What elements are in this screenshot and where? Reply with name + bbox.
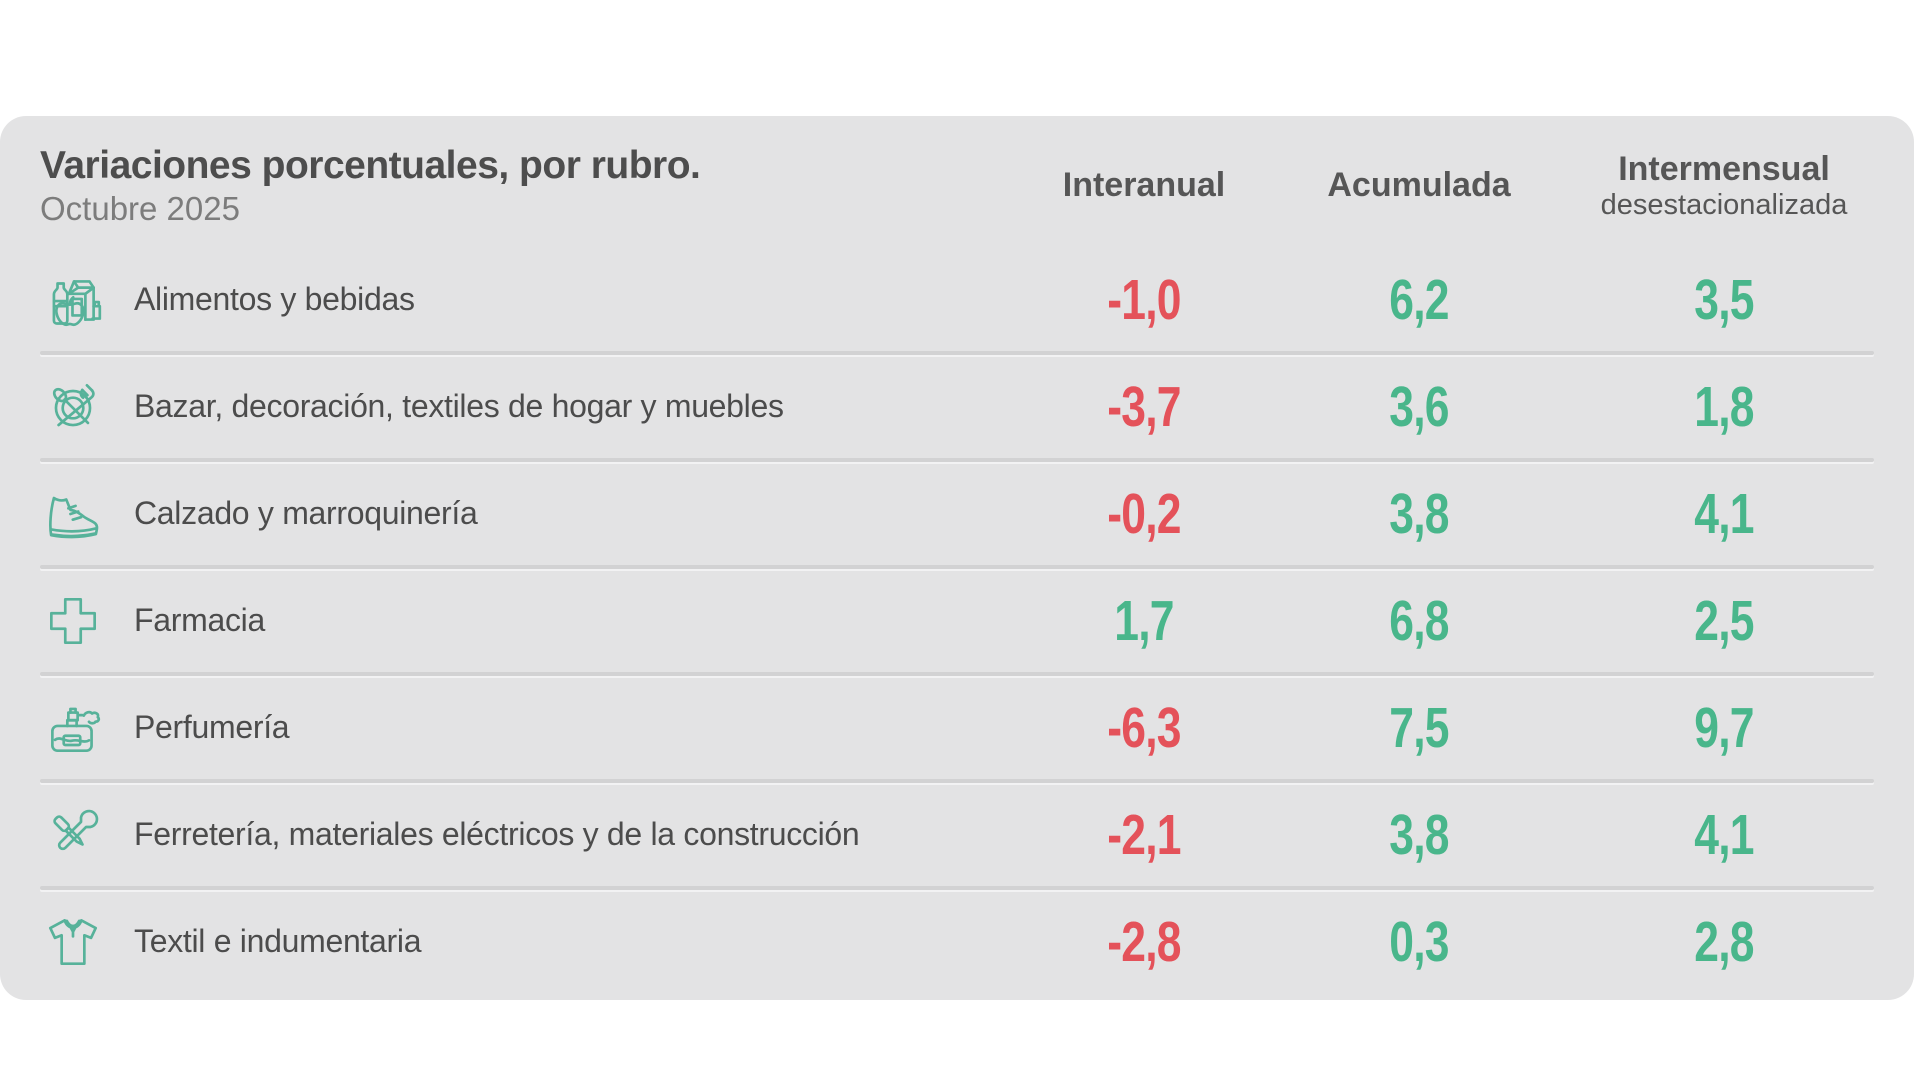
tableware-icon xyxy=(40,374,106,440)
value-intermensual: 1,8 xyxy=(1694,374,1754,439)
category-label: Perfumería xyxy=(134,709,290,745)
value-interanual: -2,1 xyxy=(1107,802,1181,867)
perfume-icon xyxy=(40,695,106,761)
title-block: Variaciones porcentuales, por rubro. Oct… xyxy=(40,144,1024,229)
pharmacy-cross-icon xyxy=(40,588,106,654)
row-divider xyxy=(40,565,1874,569)
table-row: Alimentos y bebidas -1,0 6,2 3,5 xyxy=(40,248,1874,351)
row-divider xyxy=(40,779,1874,783)
column-header-interanual: Interanual xyxy=(1062,166,1226,205)
category-label: Calzado y marroquinería xyxy=(134,495,478,531)
value-intermensual: 4,1 xyxy=(1694,802,1754,867)
row-divider xyxy=(40,886,1874,890)
category-cell: Farmacia xyxy=(40,588,1024,654)
category-cell: Ferretería, materiales eléctricos y de l… xyxy=(40,802,1024,868)
row-divider xyxy=(40,458,1874,462)
table-row: Ferretería, materiales eléctricos y de l… xyxy=(40,783,1874,886)
column-header-acumulada: Acumulada xyxy=(1327,166,1511,205)
table-row: Bazar, decoración, textiles de hogar y m… xyxy=(40,355,1874,458)
value-intermensual: 4,1 xyxy=(1694,481,1754,546)
value-intermensual: 2,8 xyxy=(1694,909,1754,974)
column-header-intermensual-sub: desestacionalizada xyxy=(1600,188,1848,221)
value-acumulada: 6,2 xyxy=(1389,267,1449,332)
table-row: Calzado y marroquinería -0,2 3,8 4,1 xyxy=(40,462,1874,565)
value-intermensual: 9,7 xyxy=(1694,695,1754,760)
groceries-icon xyxy=(40,267,106,333)
period-subtitle: Octubre 2025 xyxy=(40,190,240,228)
column-header-intermensual-main: Intermensual xyxy=(1618,149,1830,188)
value-interanual: -3,7 xyxy=(1107,374,1181,439)
category-label: Textil e indumentaria xyxy=(134,923,422,959)
table-row: Perfumería -6,3 7,5 9,7 xyxy=(40,676,1874,779)
value-acumulada: 6,8 xyxy=(1389,588,1449,653)
table-row: Textil e indumentaria -2,8 0,3 2,8 xyxy=(40,890,1874,993)
table-row: Farmacia 1,7 6,8 2,5 xyxy=(40,569,1874,672)
category-cell: Alimentos y bebidas xyxy=(40,267,1024,333)
category-label: Ferretería, materiales eléctricos y de l… xyxy=(134,816,860,852)
value-intermensual: 2,5 xyxy=(1694,588,1754,653)
value-acumulada: 0,3 xyxy=(1389,909,1449,974)
category-cell: Textil e indumentaria xyxy=(40,909,1024,975)
category-cell: Perfumería xyxy=(40,695,1024,761)
value-intermensual: 3,5 xyxy=(1694,267,1754,332)
row-divider xyxy=(40,351,1874,355)
category-label: Bazar, decoración, textiles de hogar y m… xyxy=(134,388,784,424)
value-acumulada: 3,8 xyxy=(1389,481,1449,546)
category-cell: Calzado y marroquinería xyxy=(40,481,1024,547)
row-divider xyxy=(40,672,1874,676)
value-acumulada: 7,5 xyxy=(1389,695,1449,760)
value-acumulada: 3,8 xyxy=(1389,802,1449,867)
page-title: Variaciones porcentuales, por rubro. xyxy=(40,143,701,187)
value-acumulada: 3,6 xyxy=(1389,374,1449,439)
category-label: Farmacia xyxy=(134,602,265,638)
value-interanual: -1,0 xyxy=(1107,267,1181,332)
value-interanual: -2,8 xyxy=(1107,909,1181,974)
value-interanual: 1,7 xyxy=(1114,588,1174,653)
value-interanual: -6,3 xyxy=(1107,695,1181,760)
variations-table-card: Variaciones porcentuales, por rubro. Oct… xyxy=(0,116,1914,1000)
tshirt-icon xyxy=(40,909,106,975)
table-header: Variaciones porcentuales, por rubro. Oct… xyxy=(40,116,1874,248)
category-cell: Bazar, decoración, textiles de hogar y m… xyxy=(40,374,1024,440)
sneaker-icon xyxy=(40,481,106,547)
value-interanual: -0,2 xyxy=(1107,481,1181,546)
tools-icon xyxy=(40,802,106,868)
column-header-intermensual: Intermensual desestacionalizada xyxy=(1574,149,1874,221)
category-label: Alimentos y bebidas xyxy=(134,281,415,317)
